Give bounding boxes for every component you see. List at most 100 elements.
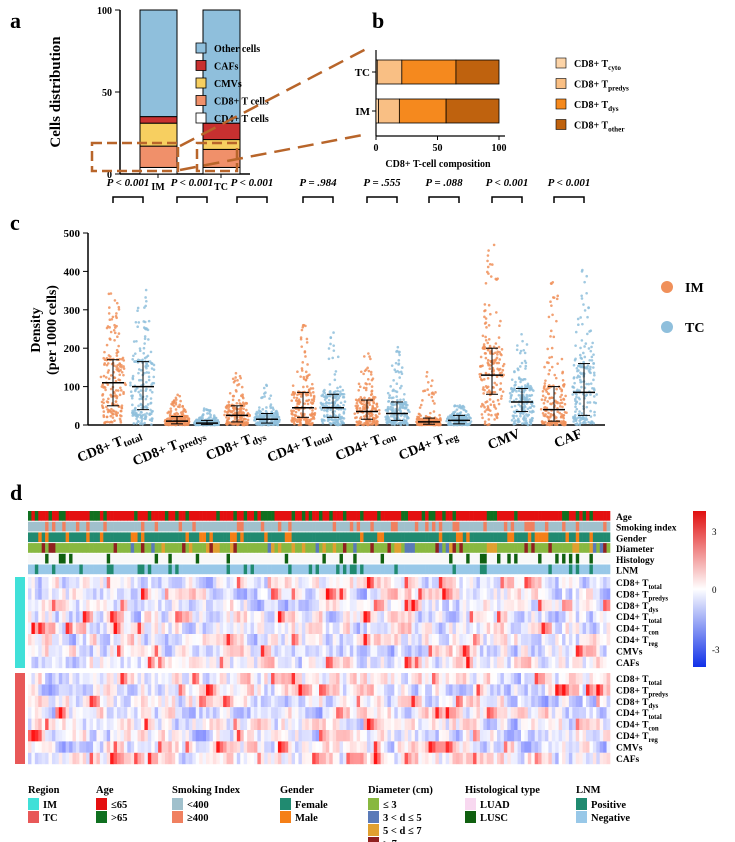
track-cell [312,521,316,532]
heatmap-cell [202,599,207,612]
data-point [304,355,307,358]
data-point [517,389,521,393]
data-point [102,410,106,413]
data-point [118,393,122,397]
heatmap-cell [356,588,361,600]
track-cell [479,532,484,543]
data-point [132,422,136,425]
heatmap-cell [72,634,77,646]
heatmap-cell [216,599,221,612]
heatmap-cell [271,588,275,600]
data-point [400,366,404,369]
track-cell [565,511,570,521]
heatmap-cell [281,577,286,589]
heatmap-cell [356,622,361,634]
data-point [495,311,498,314]
heatmap-cell [291,599,296,612]
heatmap-cell [312,599,316,612]
heatmap-cell [332,577,337,589]
data-point [520,361,524,365]
track-cell [418,564,423,575]
heatmap-cell [86,622,90,634]
data-point [496,412,500,416]
data-point [418,417,422,421]
data-point [253,416,257,419]
heatmap-cell [216,577,221,589]
data-point [207,408,210,412]
data-point [515,390,518,393]
track-cell [144,511,149,521]
track-cell [192,564,197,575]
heatmap-cell [442,588,446,600]
heatmap-cell [216,588,221,600]
data-point [467,413,471,417]
track-cell [548,521,553,532]
track-cell [188,553,193,564]
data-point [498,324,501,328]
track-cell [250,511,255,521]
track-cell [298,511,303,521]
track-cell [606,564,611,575]
heatmap-cell [106,622,111,634]
track-cell [229,543,234,553]
data-point [265,406,268,409]
heatmap-cell [490,599,494,612]
data-point [493,351,497,355]
data-point [540,398,544,401]
data-point [405,414,409,417]
data-point [589,421,593,425]
data-point [110,411,113,414]
heatmap-cell [425,622,429,634]
heatmap-cell [58,622,63,634]
track-cell [58,521,63,532]
heatmap-cell [168,611,173,623]
data-point [303,350,307,353]
heatmap-cell [127,622,132,634]
data-point [309,387,313,390]
data-point [539,407,543,411]
data-point [202,409,206,412]
track-cell [329,511,333,521]
data-point [263,395,266,398]
heatmap-cell [274,622,279,634]
track-cell [291,511,296,521]
track-cell [301,553,306,564]
legend-label: TC [685,321,704,336]
heatmap-cell [161,599,166,612]
heatmap-cell [93,622,97,634]
data-point [563,402,567,406]
data-point [107,369,110,372]
heatmap-cell [483,622,488,634]
heatmap-cell [253,622,258,634]
y-tick-label: IM [355,106,370,118]
data-point [307,398,311,402]
heatmap-cell [497,577,501,589]
data-point [429,411,432,415]
track-cell [517,564,522,575]
data-point [183,422,186,426]
data-point [479,378,483,381]
data-point [364,403,367,407]
track-cell [195,532,200,543]
data-point [120,406,124,410]
track-cell [606,532,611,543]
data-point [106,420,109,424]
heatmap-cell [346,577,351,589]
data-point [546,347,549,351]
x-tick-label: TC [214,182,228,193]
track-cell [86,564,90,575]
track-cell [353,564,357,575]
heatmap-cell [346,588,351,600]
heatmap-cell [500,611,505,623]
data-point [231,377,235,381]
heatmap-cell [223,588,227,600]
data-point [583,280,586,284]
track-cell [483,532,488,543]
heatmap-cell [93,599,97,612]
track-cell [127,553,132,564]
heatmap-cell [178,588,183,600]
data-point [138,422,142,426]
track-cell [449,532,453,543]
heatmap-cell [380,599,385,612]
data-point [544,388,548,392]
